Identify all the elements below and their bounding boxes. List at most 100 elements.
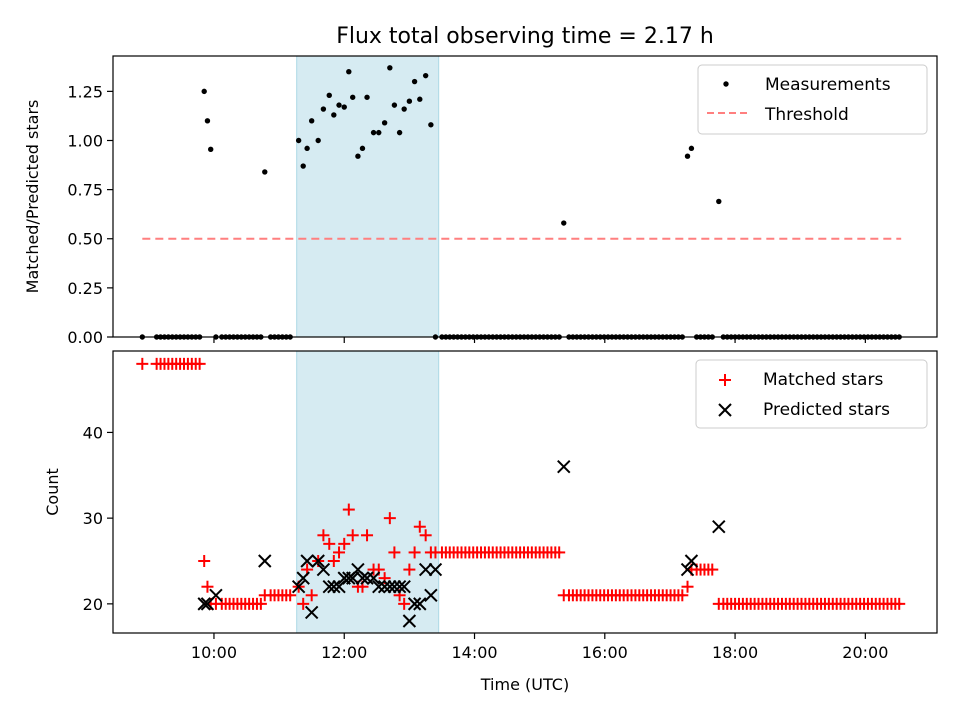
matched-star-point	[553, 546, 566, 559]
y-tick-label: 30	[83, 509, 103, 528]
matched-star-point	[201, 580, 214, 593]
measurement-point	[341, 104, 347, 110]
y-tick-label: 1.25	[67, 82, 103, 101]
x-tick-label: 18:00	[712, 643, 758, 662]
count-x-ticks: 10:00 12:00 14:00 16:00 18:00 20:00	[191, 633, 888, 662]
count-legend: Matched stars Predicted stars	[695, 359, 928, 429]
legend-predicted-marker	[718, 403, 732, 417]
predicted-star-point	[377, 580, 392, 594]
measurement-point	[370, 129, 377, 136]
predicted-star-point	[407, 597, 422, 611]
legend-matched-marker	[719, 374, 731, 386]
predicted-star-point	[300, 554, 314, 568]
ratio-y-ticks: 0.00 0.25 0.50 0.75 1.00 1.25	[67, 82, 113, 347]
measurement-point	[417, 96, 423, 102]
matched-star-point	[398, 597, 411, 610]
predicted-star-point	[418, 562, 433, 577]
predicted-star-point	[327, 580, 341, 594]
measurement-point	[688, 145, 695, 152]
matched-star-point	[706, 563, 719, 576]
y-tick-label: 1.00	[67, 131, 103, 150]
matched-star-point	[419, 529, 432, 542]
matched-star-point	[198, 555, 211, 567]
ratio-legend: Measurements Threshold	[697, 64, 928, 135]
measurement-point	[359, 145, 366, 152]
matched-star-point	[338, 537, 351, 550]
matched-star-point	[413, 520, 426, 533]
predicted-star-point	[424, 588, 438, 602]
chart-title: Flux total observing time = 2.17 h	[336, 24, 714, 49]
y-tick-label: 20	[83, 595, 103, 614]
x-tick-label: 20:00	[842, 643, 888, 662]
predicted-star-point	[557, 460, 571, 474]
matched-star-point	[676, 589, 689, 602]
measurement-point	[295, 137, 302, 144]
predicted-star-point	[316, 562, 331, 577]
measurement-point	[308, 118, 315, 124]
measurement-point	[684, 153, 691, 159]
count-panel: 20 30 40 10:00 12:00 14:00 16:00 18:00 20:00 Co…	[43, 350, 938, 694]
predicted-star-point	[383, 580, 397, 594]
predicted-star-point	[387, 580, 402, 594]
measurement-point	[204, 118, 211, 124]
predicted-star-point	[413, 597, 427, 611]
measurement-point	[346, 69, 352, 75]
count-legend-box	[695, 359, 928, 429]
observing-span-top	[296, 55, 440, 338]
x-tick-label: 14:00	[451, 643, 497, 662]
matched-star-point	[323, 537, 336, 550]
predicted-star-point	[684, 554, 699, 568]
measurement-point	[391, 102, 398, 108]
measurement-point	[355, 153, 361, 159]
measurement-point	[411, 78, 418, 85]
predicted-star-point	[428, 562, 443, 577]
measurement-point	[364, 94, 370, 100]
predicted-star-point	[304, 605, 319, 620]
legend-threshold-label: Threshold	[764, 105, 849, 125]
matched-star-point	[408, 546, 421, 559]
ratio-panel: 0.00 0.25 0.50 0.75 1.00 1.25 Matched/Predict…	[23, 55, 938, 347]
matched-star-point	[346, 529, 359, 542]
measurement-point	[336, 102, 342, 108]
matched-star-point	[297, 597, 310, 610]
measurement-point	[320, 106, 327, 112]
measurement-point	[428, 122, 434, 128]
measurement-point	[401, 106, 407, 112]
measurement-point	[422, 72, 429, 79]
predicted-star-point	[346, 571, 360, 585]
predicted-star-point	[392, 580, 407, 594]
predicted-star-point	[258, 554, 272, 568]
legend-matched-label: Matched stars	[763, 370, 883, 390]
x-axis-label: Time (UTC)	[480, 675, 569, 694]
matched-star-point	[388, 546, 401, 559]
observing-span-bottom	[296, 350, 440, 634]
predicted-star-point	[402, 614, 417, 628]
y-tick-label: 0.50	[67, 230, 103, 249]
matched-star-point	[403, 563, 416, 576]
predicted-star-point	[712, 520, 726, 534]
matched-star-point	[136, 357, 149, 370]
y-tick-label: 40	[83, 423, 103, 442]
predicted-star-point	[197, 597, 211, 611]
y-tick-label: 0.25	[67, 279, 103, 298]
measurement-point	[716, 198, 722, 205]
matched-star-point	[327, 555, 340, 567]
measurement-point	[396, 129, 403, 136]
measurement-point	[326, 92, 332, 99]
matched-star-point	[254, 597, 267, 610]
count-y-ticks: 20 30 40	[83, 423, 113, 614]
x-tick-label: 12:00	[321, 643, 367, 662]
x-tick-label: 16:00	[582, 643, 628, 662]
matched-star-point	[342, 503, 355, 516]
count-y-axis-label: Count	[43, 468, 62, 516]
measurement-point	[406, 98, 413, 104]
measurement-point	[350, 94, 356, 100]
predicted-star-point	[397, 580, 411, 594]
predicted-star-point	[355, 571, 370, 585]
measurement-point	[201, 88, 207, 95]
legend-predicted-label: Predicted stars	[763, 400, 890, 420]
matched-star-point	[681, 580, 694, 593]
matched-star-point	[893, 597, 906, 610]
measurement-point	[208, 146, 214, 153]
y-tick-label: 0.00	[67, 328, 103, 347]
